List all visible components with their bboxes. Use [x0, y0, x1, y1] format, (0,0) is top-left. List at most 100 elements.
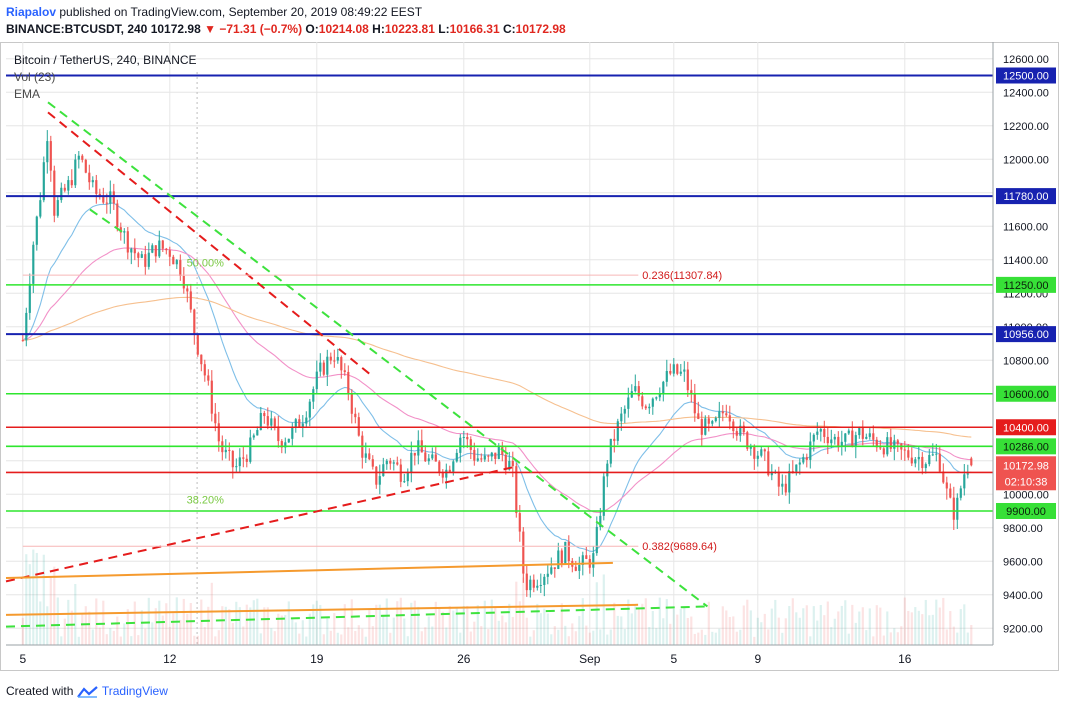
candle-body: [840, 441, 843, 447]
candle-body: [105, 202, 108, 204]
candle-body: [74, 159, 77, 186]
candle-body: [301, 423, 304, 428]
candle-body: [53, 170, 56, 216]
volume-bar: [123, 623, 126, 645]
candle-body: [802, 457, 805, 463]
level-tag: [996, 276, 1056, 293]
candle-body: [392, 462, 395, 464]
volume-bar: [266, 607, 269, 645]
volume-bar: [875, 605, 878, 645]
candle-body: [165, 248, 168, 251]
candle-body: [609, 438, 612, 464]
candle-body: [375, 466, 378, 485]
volume-bar: [571, 623, 574, 645]
candle-body: [508, 460, 511, 470]
volume-bar: [753, 636, 756, 645]
candle-body: [711, 421, 714, 424]
volume-bar: [364, 636, 367, 645]
volume-bar: [494, 606, 497, 645]
candle-body: [203, 364, 206, 376]
candle-body: [256, 430, 259, 436]
volume-bar: [60, 636, 63, 645]
candle-body: [518, 513, 521, 532]
candle-body: [707, 418, 710, 424]
candle-body: [294, 419, 297, 428]
candle-body: [312, 389, 315, 402]
candle-body: [669, 370, 672, 374]
candle-body: [714, 417, 717, 422]
candle-body: [644, 406, 647, 409]
volume-bar: [84, 606, 87, 645]
volume-bar: [329, 630, 332, 645]
volume-bar: [532, 630, 535, 645]
candle-body: [168, 250, 171, 257]
candle-body: [795, 464, 798, 472]
candle-body: [91, 180, 94, 183]
volume-bar: [95, 598, 98, 645]
publish-info: Riapalov published on TradingView.com, S…: [6, 5, 422, 19]
candle-body: [487, 455, 490, 457]
candle-body: [949, 488, 952, 498]
volume-bar: [98, 627, 101, 645]
volume-bar: [221, 606, 224, 645]
low-value: 10166.31: [449, 22, 500, 36]
candle-body: [88, 172, 91, 183]
tradingview-brand[interactable]: TradingView: [101, 684, 168, 698]
candle-body: [651, 398, 654, 407]
candle-body: [791, 471, 794, 473]
volume-bar: [424, 627, 427, 645]
volume-bar: [949, 611, 952, 645]
candle-body: [697, 413, 700, 420]
trendline: [47, 101, 709, 608]
candle-body: [847, 430, 850, 434]
author-name[interactable]: Riapalov: [6, 5, 57, 19]
candle-body: [539, 584, 542, 586]
volume-bar: [441, 611, 444, 645]
volume-bar: [511, 616, 514, 645]
volume-bar: [455, 607, 458, 645]
volume-bar: [651, 611, 654, 645]
trendline: [5, 466, 513, 583]
volume-bar: [917, 610, 920, 645]
volume-bar: [224, 606, 227, 645]
volume-bar: [816, 620, 819, 645]
volume-bar: [536, 603, 539, 645]
candle-body: [116, 203, 119, 228]
volume-bar: [287, 601, 290, 645]
candle-body: [718, 411, 721, 418]
volume-bar: [739, 629, 742, 645]
candle-body: [245, 458, 248, 462]
volume-bar: [46, 606, 49, 645]
volume-bar: [396, 601, 399, 645]
candle-body: [959, 488, 962, 498]
volume-bar: [952, 626, 955, 645]
volume-bar: [105, 634, 108, 645]
candle-body: [735, 431, 738, 436]
low-label: L:: [438, 22, 450, 36]
volume-bar: [788, 606, 791, 645]
volume-bar: [847, 633, 850, 645]
candle-body: [921, 456, 924, 469]
price-chart[interactable]: 0.236(11307.84) 0.382(9689.64) 50.00% 38.20…: [0, 42, 1066, 677]
candle-body: [931, 454, 934, 456]
candle-body: [343, 370, 346, 372]
volume-bar: [88, 611, 91, 645]
candle-body: [158, 240, 161, 257]
volume-bar: [238, 607, 241, 645]
last-price-label: 10172.98: [1003, 460, 1049, 472]
candle-body: [196, 334, 199, 355]
candle-body: [427, 458, 430, 462]
volume-bar: [574, 631, 577, 645]
x-tick-label: 19: [310, 652, 324, 666]
candle-body: [49, 141, 52, 171]
candle-body: [889, 437, 892, 449]
volume-bar: [399, 597, 402, 645]
volume-bar: [308, 613, 311, 645]
volume-bar: [336, 632, 339, 645]
candle-body: [347, 371, 350, 394]
x-tick-label: 9: [754, 652, 761, 666]
y-tick-label: 9400.00: [1003, 590, 1043, 602]
volume-bar: [956, 632, 959, 645]
volume-bar: [693, 633, 696, 645]
candle-body: [837, 436, 840, 447]
